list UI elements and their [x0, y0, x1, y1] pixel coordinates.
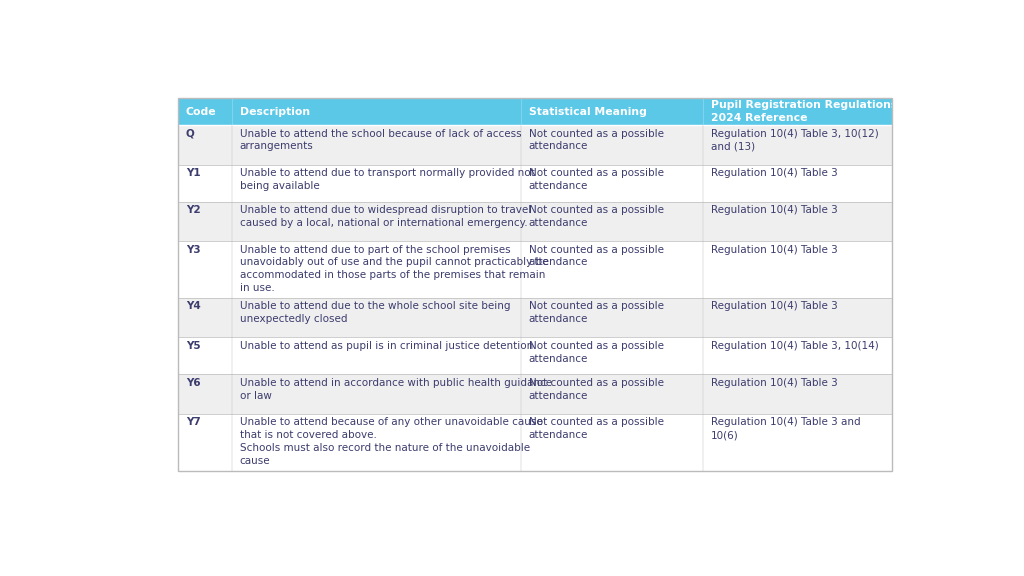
Text: Y6: Y6 — [186, 378, 201, 388]
Bar — [178, 414, 892, 471]
Text: Y1: Y1 — [186, 168, 201, 178]
Text: Not counted as a possible
attendance: Not counted as a possible attendance — [528, 341, 664, 363]
Text: Unable to attend the school because of lack of access
arrangements: Unable to attend the school because of l… — [240, 128, 521, 151]
Bar — [178, 98, 892, 125]
Text: Not counted as a possible
attendance: Not counted as a possible attendance — [528, 301, 664, 324]
Bar — [178, 98, 892, 471]
Bar — [178, 374, 892, 414]
Text: Not counted as a possible
attendance: Not counted as a possible attendance — [528, 205, 664, 228]
Text: Regulation 10(4) Table 3: Regulation 10(4) Table 3 — [711, 301, 838, 312]
Text: Code: Code — [186, 107, 216, 116]
Text: Regulation 10(4) Table 3, 10(12)
and (13): Regulation 10(4) Table 3, 10(12) and (13… — [711, 128, 879, 151]
Text: Unable to attend due to part of the school premises
unavoidably out of use and t: Unable to attend due to part of the scho… — [240, 245, 548, 293]
Bar — [178, 125, 892, 165]
Text: Pupil Registration Regulations
2024 Reference: Pupil Registration Regulations 2024 Refe… — [711, 100, 897, 123]
Text: Not counted as a possible
attendance: Not counted as a possible attendance — [528, 128, 664, 151]
Bar — [178, 338, 892, 374]
Bar — [178, 298, 892, 338]
Text: Y3: Y3 — [186, 245, 201, 255]
Text: Y4: Y4 — [186, 301, 201, 312]
Text: Unable to attend as pupil is in criminal justice detention: Unable to attend as pupil is in criminal… — [240, 341, 532, 351]
Text: Not counted as a possible
attendance: Not counted as a possible attendance — [528, 245, 664, 267]
Text: Regulation 10(4) Table 3: Regulation 10(4) Table 3 — [711, 245, 838, 255]
Text: Regulation 10(4) Table 3, 10(14): Regulation 10(4) Table 3, 10(14) — [711, 341, 879, 351]
Text: Not counted as a possible
attendance: Not counted as a possible attendance — [528, 168, 664, 191]
Text: Regulation 10(4) Table 3 and
10(6): Regulation 10(4) Table 3 and 10(6) — [711, 417, 860, 440]
Text: Regulation 10(4) Table 3: Regulation 10(4) Table 3 — [711, 378, 838, 388]
Text: Y2: Y2 — [186, 205, 201, 215]
Bar — [178, 241, 892, 298]
Text: Statistical Meaning: Statistical Meaning — [528, 107, 646, 116]
Bar — [178, 202, 892, 241]
Text: Unable to attend due to the whole school site being
unexpectedly closed: Unable to attend due to the whole school… — [240, 301, 510, 324]
Text: Unable to attend in accordance with public health guidance
or law: Unable to attend in accordance with publ… — [240, 378, 552, 401]
Text: Y7: Y7 — [186, 417, 201, 427]
Text: Unable to attend because of any other unavoidable cause
that is not covered abov: Unable to attend because of any other un… — [240, 417, 543, 466]
Text: Regulation 10(4) Table 3: Regulation 10(4) Table 3 — [711, 205, 838, 215]
Text: Unable to attend due to transport normally provided not
being available: Unable to attend due to transport normal… — [240, 168, 535, 191]
Text: Unable to attend due to widespread disruption to travel
caused by a local, natio: Unable to attend due to widespread disru… — [240, 205, 530, 228]
Bar — [178, 165, 892, 202]
Text: Not counted as a possible
attendance: Not counted as a possible attendance — [528, 378, 664, 401]
Text: Q: Q — [186, 128, 195, 139]
Text: Not counted as a possible
attendance: Not counted as a possible attendance — [528, 417, 664, 440]
Text: Y5: Y5 — [186, 341, 201, 351]
Text: Regulation 10(4) Table 3: Regulation 10(4) Table 3 — [711, 168, 838, 178]
Text: Description: Description — [240, 107, 309, 116]
